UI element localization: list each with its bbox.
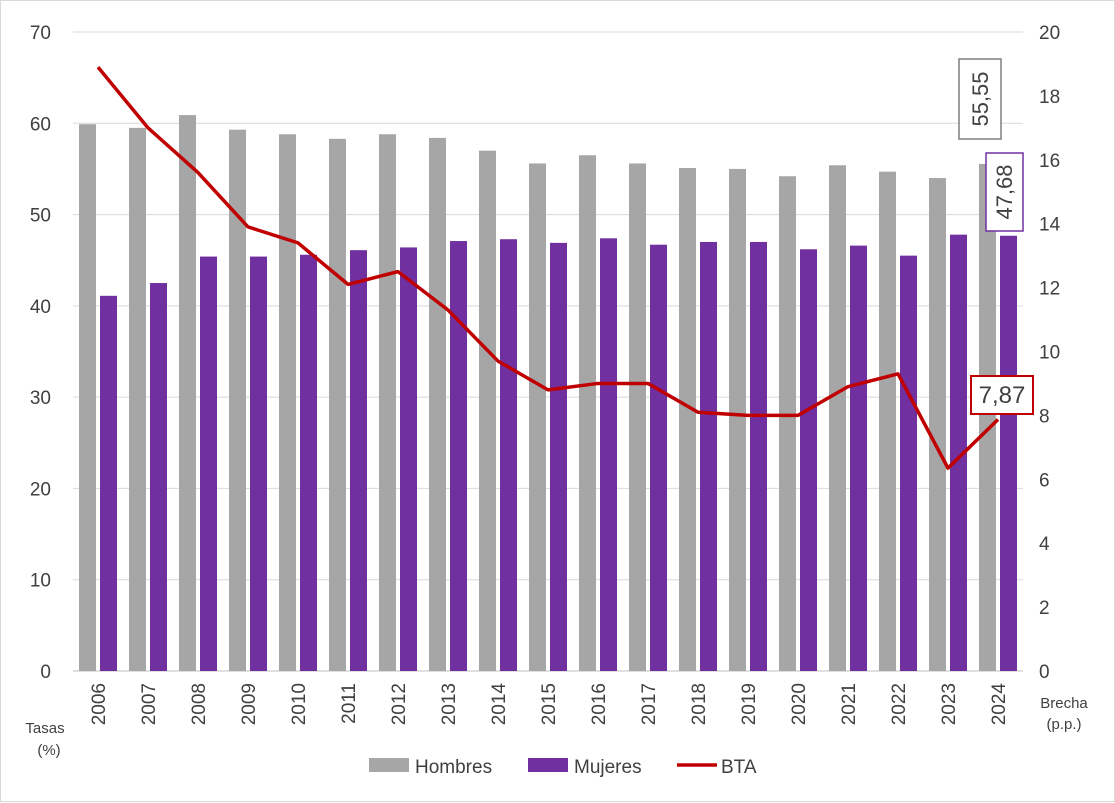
bar-hombres [229,129,246,671]
x-tick-label: 2019 [739,683,760,725]
x-tick-label: 2007 [139,683,160,725]
legend-label-hombres: Hombres [415,757,492,778]
y-right-tick-label: 4 [1039,534,1050,555]
line-bta [96,66,1000,470]
y-right-title-unit: (p.p.) [1046,716,1081,733]
bar-mujeres [550,242,567,671]
bar-hombres [579,155,596,671]
data-label-box-bta [970,375,1034,415]
y-left-tick-label: 40 [30,297,51,318]
y-right-tick-label: 10 [1039,343,1060,364]
x-tick-label: 2014 [489,683,510,726]
bar-hombres [79,124,96,672]
data-label-box-hombres [958,58,1002,140]
y-right-tick-label: 20 [1039,23,1060,44]
y-left-tick-label: 60 [30,114,51,135]
x-tick-label: 2020 [789,683,810,725]
x-tick-label: 2011 [339,683,360,724]
legend-label-bta: BTA [721,757,757,778]
bar-mujeres [600,238,617,671]
bar-hombres [729,168,746,671]
bar-mujeres [650,244,667,671]
y-left-tick-label: 10 [30,571,51,592]
bar-mujeres [500,239,517,671]
bar-mujeres [750,241,767,671]
bar-hombres [929,178,946,672]
data-label-mujeres: 47,68 [992,164,1017,219]
bar-mujeres [350,250,367,671]
x-tick-label: 2012 [389,683,410,725]
bar-hombres [479,150,496,671]
bar-hombres [829,165,846,671]
y-left-title-unit: (%) [37,742,60,759]
y-left-tick-label: 70 [30,23,51,44]
y-left-title: Tasas [25,720,64,737]
y-right-tick-label: 16 [1039,151,1060,172]
bar-hombres [629,163,646,672]
y-left-tick-label: 0 [40,662,51,683]
x-tick-label: 2010 [289,683,310,725]
y-right-tick-label: 2 [1039,598,1050,619]
y-right-title: Brecha [1040,695,1088,712]
bar-hombres [879,171,896,671]
y-right-tick-label: 6 [1039,470,1050,491]
bar-hombres [979,163,996,672]
bar-mujeres [200,256,217,671]
x-tick-label: 2024 [989,683,1010,726]
x-tick-label: 2022 [889,683,910,725]
legend-label-mujeres: Mujeres [574,757,642,778]
bar-mujeres [700,241,717,671]
y-right-tick-label: 18 [1039,87,1060,108]
y-left-tick-label: 20 [30,479,51,500]
data-label-bta: 7,87 [979,382,1026,409]
bar-mujeres [450,241,467,671]
bar-mujeres [100,295,117,671]
bar-hombres [179,115,196,671]
bar-mujeres [950,234,967,671]
bar-hombres [429,137,446,672]
bar-mujeres [900,255,917,671]
x-tick-label: 2017 [639,683,660,725]
y-right-tick-label: 8 [1039,406,1050,427]
x-tick-label: 2018 [689,683,710,725]
bar-hombres [679,168,696,671]
x-tick-label: 2006 [89,683,110,725]
y-left-tick-label: 30 [30,388,51,409]
bar-hombres [329,138,346,671]
x-tick-label: 2015 [539,683,560,725]
bar-hombres [779,176,796,671]
x-tick-label: 2016 [589,683,610,725]
bar-hombres [529,163,546,672]
data-label-box-mujeres [985,152,1024,232]
bar-hombres [279,134,296,672]
bar-mujeres [850,245,867,671]
data-label-hombres: 55,55 [968,71,993,126]
bar-hombres [379,134,396,672]
x-tick-label: 2013 [439,683,460,725]
x-tick-label: 2008 [189,683,210,725]
bar-mujeres [800,249,817,671]
x-tick-label: 2023 [939,683,960,725]
x-tick-label: 2021 [839,683,860,725]
y-right-tick-label: 12 [1039,279,1060,300]
y-left-tick-label: 50 [30,206,51,227]
y-right-tick-label: 14 [1039,215,1061,236]
bar-hombres [129,127,146,672]
bar-mujeres [150,283,167,671]
legend-swatch-hombres [369,758,409,772]
y-right-tick-label: 0 [1039,662,1050,683]
legend-swatch-mujeres [528,758,568,772]
bar-mujeres [300,254,317,672]
bar-mujeres [250,256,267,671]
bar-mujeres [1000,235,1017,672]
x-tick-label: 2009 [239,683,260,725]
bar-mujeres [400,247,417,672]
